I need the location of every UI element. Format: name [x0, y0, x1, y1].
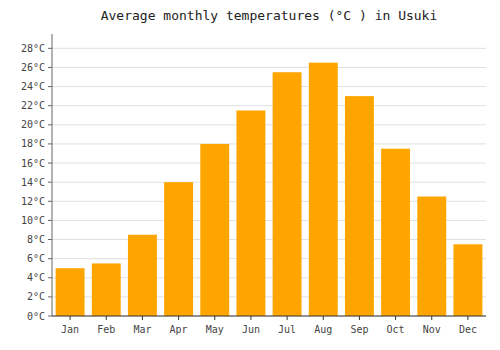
y-tick-label: 8°C — [27, 234, 45, 245]
x-tick — [178, 316, 179, 320]
bar — [273, 72, 302, 316]
y-tick — [48, 201, 52, 202]
y-tick-label: 14°C — [21, 177, 45, 188]
bar — [56, 268, 85, 316]
y-tick — [48, 48, 52, 49]
x-tick — [106, 316, 107, 320]
x-tick-label: Nov — [423, 324, 441, 335]
y-tick-label: 24°C — [21, 81, 45, 92]
bar — [200, 144, 229, 316]
y-tick-label: 26°C — [21, 62, 45, 73]
y-tick-label: 4°C — [27, 272, 45, 283]
y-tick — [48, 239, 52, 240]
bar — [164, 182, 193, 316]
y-tick — [48, 143, 52, 144]
bar — [453, 244, 482, 316]
y-tick — [48, 296, 52, 297]
grid-line — [52, 105, 486, 106]
y-tick-label: 28°C — [21, 43, 45, 54]
x-tick — [467, 316, 468, 320]
grid-line — [52, 182, 486, 183]
x-tick — [70, 316, 71, 320]
x-tick-label: Apr — [170, 324, 188, 335]
bar — [345, 96, 374, 316]
y-axis-line — [52, 34, 53, 316]
y-tick — [48, 316, 52, 317]
x-axis-line — [52, 316, 486, 317]
y-tick — [48, 124, 52, 125]
bars — [56, 63, 483, 316]
y-tick-label: 16°C — [21, 158, 45, 169]
bar — [92, 263, 121, 316]
y-tick — [48, 277, 52, 278]
x-tick — [359, 316, 360, 320]
y-tick — [48, 220, 52, 221]
bar — [309, 63, 338, 316]
y-tick-label: 6°C — [27, 253, 45, 264]
bar — [381, 149, 410, 316]
y-tick-label: 18°C — [21, 138, 45, 149]
y-tick — [48, 182, 52, 183]
y-tick — [48, 105, 52, 106]
bar — [417, 197, 446, 316]
grid-line — [52, 124, 486, 125]
bar — [128, 235, 157, 316]
y-tick — [48, 67, 52, 68]
y-tick-label: 22°C — [21, 100, 45, 111]
x-tick — [431, 316, 432, 320]
x-tick — [214, 316, 215, 320]
x-tick-label: May — [206, 324, 224, 335]
y-tick-label: 10°C — [21, 215, 45, 226]
grid — [52, 48, 486, 316]
x-tick-label: Mar — [133, 324, 151, 335]
x-tick-label: Jul — [278, 324, 296, 335]
x-tick — [287, 316, 288, 320]
y-tick — [48, 258, 52, 259]
x-tick-label: Oct — [387, 324, 405, 335]
y-tick-label: 12°C — [21, 196, 45, 207]
y-tick — [48, 86, 52, 87]
x-tick — [142, 316, 143, 320]
grid-line — [52, 163, 486, 164]
x-tick-label: Jun — [242, 324, 260, 335]
grid-line — [52, 48, 486, 49]
chart: Average monthly temperatures (°C ) in Us… — [0, 0, 500, 350]
x-tick — [250, 316, 251, 320]
y-tick-label: 20°C — [21, 119, 45, 130]
y-tick-label: 0°C — [27, 311, 45, 322]
y-tick-label: 2°C — [27, 291, 45, 302]
x-tick-label: Jan — [61, 324, 79, 335]
x-tick-label: Sep — [350, 324, 368, 335]
x-tick — [395, 316, 396, 320]
grid-line — [52, 316, 486, 317]
y-tick — [48, 163, 52, 164]
x-tick-label: Dec — [459, 324, 477, 335]
grid-line — [52, 143, 486, 144]
x-tick — [323, 316, 324, 320]
x-tick-label: Aug — [314, 324, 332, 335]
x-tick-label: Feb — [97, 324, 115, 335]
title: Average monthly temperatures (°C ) in Us… — [101, 8, 438, 23]
grid-line — [52, 67, 486, 68]
bar — [236, 110, 265, 316]
grid-line — [52, 86, 486, 87]
